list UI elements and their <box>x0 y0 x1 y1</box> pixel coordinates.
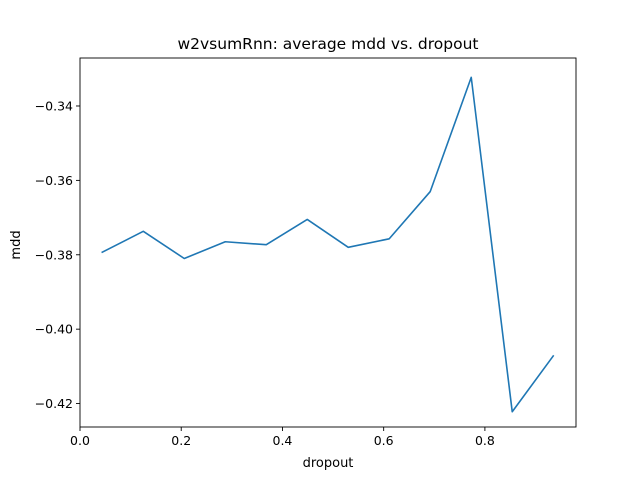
y-tick-label: −0.40 <box>35 322 73 337</box>
chart-title: w2vsumRnn: average mdd vs. dropout <box>177 35 478 53</box>
x-tick-label: 0.8 <box>475 433 495 448</box>
x-tick-label: 0.4 <box>273 433 293 448</box>
x-tick-label: 0.0 <box>70 433 90 448</box>
y-tick-label: −0.34 <box>35 98 73 113</box>
y-tick-label: −0.36 <box>35 173 73 188</box>
x-axis-label: dropout <box>303 456 354 471</box>
y-axis-label: mdd <box>9 230 24 259</box>
x-tick-label: 0.6 <box>374 433 394 448</box>
y-tick-label: −0.42 <box>35 396 73 411</box>
y-tick-label: −0.38 <box>35 247 73 262</box>
x-tick-label: 0.2 <box>171 433 191 448</box>
